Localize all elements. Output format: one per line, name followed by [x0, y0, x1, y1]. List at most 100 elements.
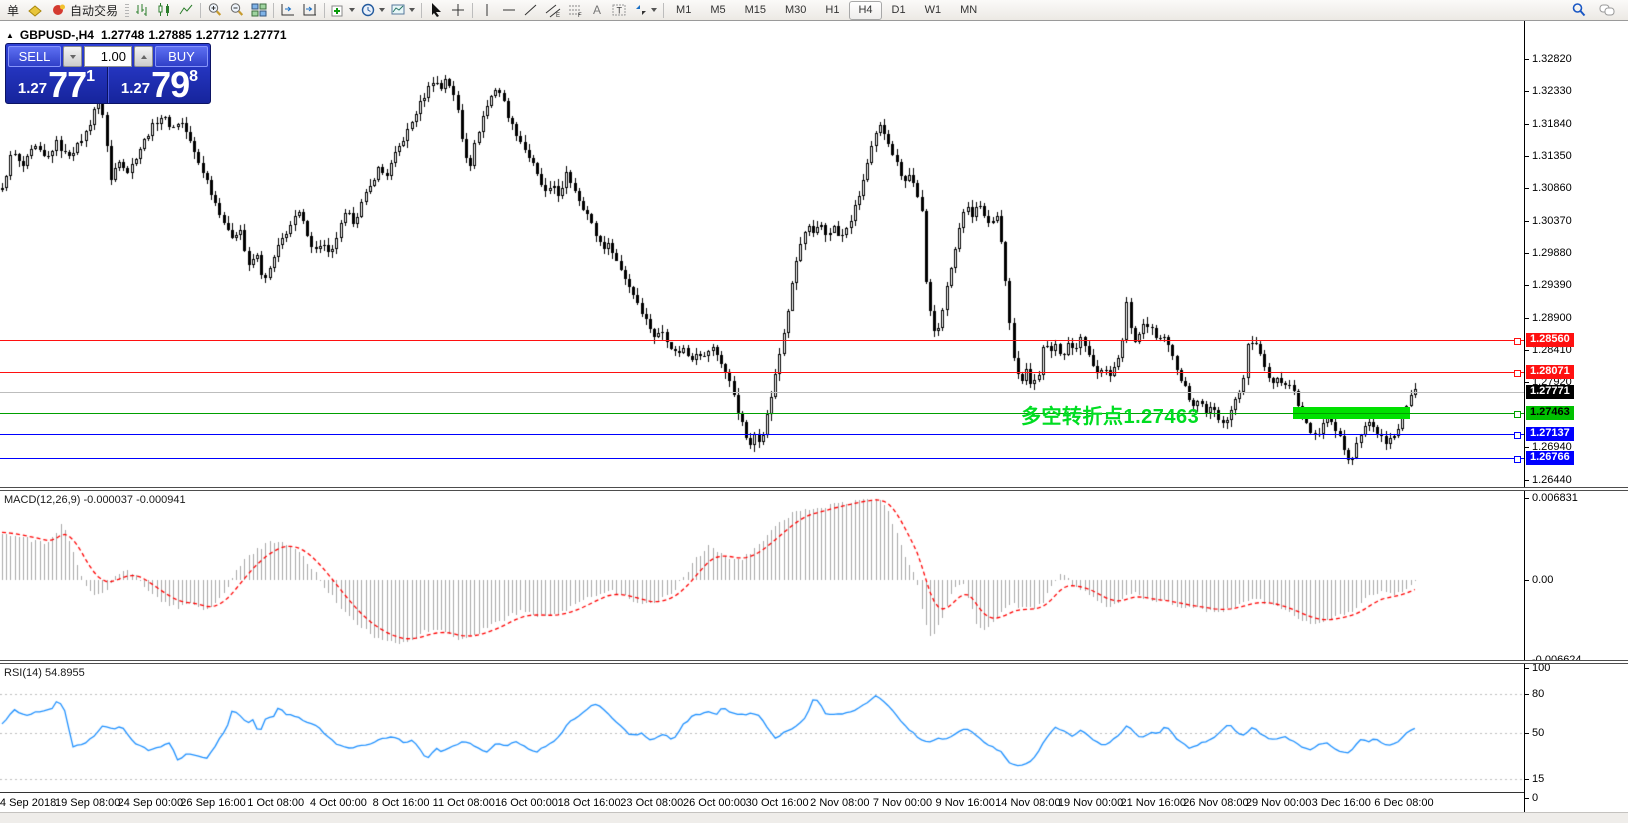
- price-axis[interactable]: 1.28560 1.28071 1.27463 1.27137 1.26766 1.277…: [1524, 21, 1628, 812]
- horizontal-level-line-1.28071-handle[interactable]: [1514, 370, 1521, 377]
- horizontal-line-button[interactable]: [498, 1, 520, 19]
- buy-label: BUY: [168, 49, 195, 64]
- horizontal-level-line-1.26766[interactable]: [0, 458, 1524, 459]
- chat-button[interactable]: [1596, 1, 1618, 19]
- timeframe-m15[interactable]: M15: [744, 4, 766, 16]
- fibonacci-button[interactable]: F: [564, 1, 586, 19]
- horizontal-level-line-1.27137[interactable]: [0, 434, 1524, 435]
- bar-chart-icon: [134, 2, 150, 18]
- horizontal-level-line-1.27137-handle[interactable]: [1514, 432, 1521, 439]
- auto-trading-button[interactable]: 自动交易: [46, 1, 123, 19]
- axis-tick-15: 15: [1532, 773, 1545, 785]
- panel-splitter-rsi[interactable]: [0, 660, 1628, 664]
- horizontal-level-line-1.28071[interactable]: [0, 372, 1524, 373]
- svg-text:E: E: [556, 13, 560, 18]
- crosshair-button[interactable]: [447, 1, 469, 19]
- timeframe-w1[interactable]: W1: [924, 4, 942, 16]
- auto-scroll-button[interactable]: [277, 1, 299, 19]
- axis-tick-80: 80: [1532, 688, 1545, 700]
- date-label: 9 Nov 16:00: [935, 797, 995, 809]
- ohlc-high: 1.27885: [148, 28, 192, 42]
- timeframe-h1[interactable]: H1: [825, 4, 840, 16]
- timeframe-m30[interactable]: M30: [785, 4, 807, 16]
- vertical-line-button[interactable]: [476, 1, 498, 19]
- svg-text:F: F: [578, 13, 582, 18]
- time-axis[interactable]: 14 Sep 2018 19 Sep 08:00 24 Sep 00:00 26 Se…: [0, 792, 1524, 813]
- macd-chart-canvas[interactable]: [0, 491, 1524, 660]
- buy-price[interactable]: 1.27 79 8: [108, 67, 210, 103]
- search-button[interactable]: [1568, 1, 1590, 19]
- axis-tickmark: [1525, 733, 1529, 734]
- candlestick-chart-button[interactable]: [153, 1, 175, 19]
- dropdown-caret: [651, 8, 658, 12]
- order-icon-button[interactable]: [24, 1, 46, 19]
- timeframe-d1[interactable]: D1: [891, 4, 906, 16]
- volume-decrease-button[interactable]: [63, 46, 82, 67]
- chart-shift-button[interactable]: [299, 1, 321, 19]
- axis-tick-1.29880: 1.29880: [1532, 247, 1572, 259]
- current-price-line: [0, 392, 1524, 393]
- horizontal-level-line-1.28560-handle[interactable]: [1514, 338, 1521, 345]
- trendline-button[interactable]: [520, 1, 542, 19]
- axis-tickmark: [1525, 124, 1529, 125]
- timeframe-toolbar: M1 M5 M15 M30 H1 H4 D1 W1 MN: [667, 0, 986, 20]
- axis-tick-1.30860: 1.30860: [1532, 182, 1572, 194]
- line-chart-button[interactable]: [175, 1, 197, 19]
- date-label: 3 Dec 16:00: [1311, 797, 1371, 809]
- ohlc-open: 1.27748: [100, 28, 145, 42]
- collapse-triangle-icon[interactable]: ▲: [6, 30, 14, 40]
- price-chart-canvas[interactable]: [0, 21, 1524, 487]
- date-label: 19 Sep 08:00: [54, 797, 121, 809]
- horizontal-level-line-1.26766-handle[interactable]: [1514, 456, 1521, 463]
- axis-tickmark: [1525, 285, 1529, 286]
- axis-tickmark: [1525, 59, 1529, 60]
- rsi-indicator-label: RSI(14) 54.8955: [4, 667, 85, 679]
- timeframe-m1[interactable]: M1: [676, 4, 692, 16]
- horizontal-level-line-1.27463-handle[interactable]: [1514, 411, 1521, 418]
- panel-splitter-macd[interactable]: [0, 487, 1628, 491]
- sell-price[interactable]: 1.27 77 1: [6, 67, 108, 103]
- zoom-in-button[interactable]: [204, 1, 226, 19]
- bar-chart-button[interactable]: [131, 1, 153, 19]
- search-icon: [1571, 2, 1587, 18]
- volume-input[interactable]: 1.00: [84, 46, 132, 67]
- date-label: 26 Nov 08:00: [1183, 797, 1249, 809]
- buy-button[interactable]: BUY: [155, 46, 208, 67]
- dropdown-caret: [379, 8, 386, 12]
- timeframe-h4[interactable]: H4: [849, 0, 882, 20]
- sell-button[interactable]: SELL: [8, 46, 61, 67]
- tile-windows-button[interactable]: [248, 1, 270, 19]
- symbol-name: GBPUSD-,H4: [19, 28, 94, 42]
- horizontal-level-line-1.28560[interactable]: [0, 340, 1524, 341]
- templates-button[interactable]: [388, 1, 418, 19]
- rsi-chart-canvas[interactable]: [0, 664, 1524, 790]
- auto-scroll-icon: [280, 2, 296, 18]
- date-label: 29 Nov 00:00: [1245, 797, 1312, 809]
- date-label: 2 Nov 08:00: [810, 797, 870, 809]
- date-label: 26 Sep 16:00: [180, 797, 246, 809]
- zoom-out-button[interactable]: [226, 1, 248, 19]
- axis-tickmark: [1525, 668, 1529, 669]
- text-button[interactable]: A: [586, 1, 608, 19]
- date-label: 30 Oct 16:00: [745, 797, 809, 809]
- macd-indicator-label: MACD(12,26,9) -0.000037 -0.000941: [4, 494, 186, 506]
- channel-button[interactable]: E: [542, 1, 564, 19]
- cursor-button[interactable]: [425, 1, 447, 19]
- price-badge-1.28560: 1.28560: [1526, 333, 1574, 347]
- vertical-line-icon: [479, 2, 495, 18]
- axis-tickmark: [1525, 221, 1529, 222]
- periods-clock-icon: [361, 2, 377, 18]
- indicators-button[interactable]: [328, 1, 358, 19]
- horizontal-level-line-1.27463[interactable]: [0, 413, 1524, 414]
- timeframe-m5[interactable]: M5: [710, 4, 726, 16]
- timeframe-mn[interactable]: MN: [960, 4, 978, 16]
- chart-workspace: ▲ GBPUSD-,H4 1.27748 1.27885 1.27712 1.2…: [0, 21, 1524, 812]
- new-order-button[interactable]: 单: [2, 1, 24, 19]
- axis-tick-0.006831: 0.006831: [1532, 492, 1578, 504]
- arrows-button[interactable]: [630, 1, 660, 19]
- buy-price-prefix: 1.27: [120, 80, 151, 97]
- volume-increase-button[interactable]: [134, 46, 153, 67]
- text-label-button[interactable]: T: [608, 1, 630, 19]
- axis-tick-100: 100: [1532, 662, 1551, 674]
- periods-button[interactable]: [358, 1, 388, 19]
